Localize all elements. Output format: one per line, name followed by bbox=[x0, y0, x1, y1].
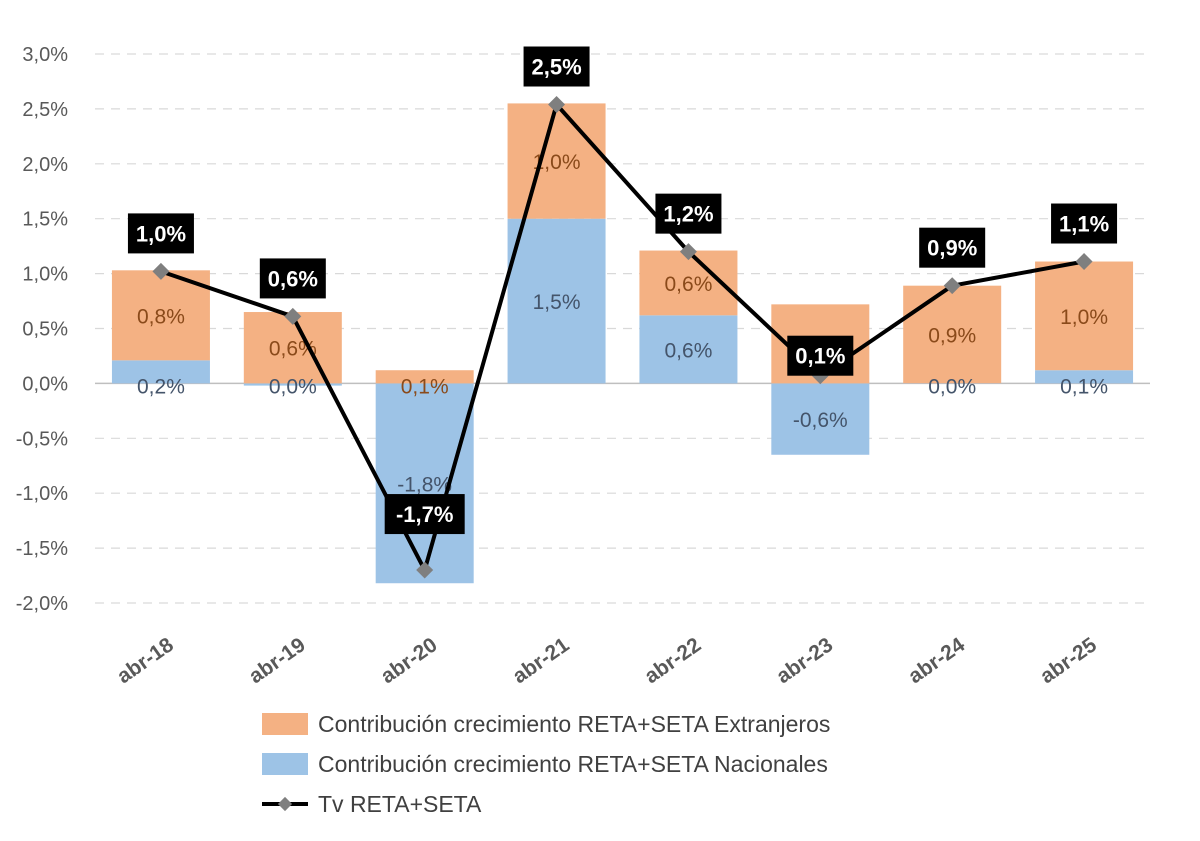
data-label-box-tv bbox=[1051, 203, 1118, 244]
bars bbox=[111, 103, 1134, 584]
data-label-tv: 0,9% bbox=[927, 236, 977, 261]
bar-nacionales bbox=[243, 383, 342, 386]
x-tick-label: abr-22 bbox=[640, 633, 705, 688]
data-label-box-tv bbox=[655, 193, 722, 234]
data-label-extranjeros: 1,0% bbox=[1060, 306, 1108, 329]
total-line-labels: 1,0% 0,6% -1,7% 2,5% 1,2% 0,1% 0,9% 1,1% bbox=[127, 46, 1118, 535]
y-tick-label: 3,0% bbox=[22, 44, 68, 66]
x-tick-label: abr-18 bbox=[113, 633, 178, 688]
line-marker bbox=[416, 561, 434, 579]
line-marker bbox=[152, 262, 170, 280]
y-tick-label: 1,0% bbox=[22, 264, 68, 286]
legend-label-tv: Tv RETA+SETA bbox=[318, 790, 482, 817]
bar-labels: 0,2% 0,8% 0,0% 0,6% -1,8% 0,1% 1,5% 1,0% 0,6% 0,6… bbox=[137, 151, 1108, 496]
y-tick-label: 1,5% bbox=[22, 209, 68, 231]
data-label-tv: 1,0% bbox=[136, 221, 186, 246]
y-tick-label: 2,5% bbox=[22, 99, 68, 121]
line-marker bbox=[284, 307, 302, 325]
line-marker bbox=[548, 96, 566, 113]
legend-swatch-nacionales bbox=[262, 753, 308, 775]
data-label-extranjeros: 1,0% bbox=[533, 151, 581, 174]
data-label-tv: 2,5% bbox=[531, 55, 581, 80]
legend-label-extranjeros: Contribución crecimiento RETA+SETA Extra… bbox=[318, 710, 831, 737]
data-label-box-tv bbox=[259, 258, 326, 299]
x-tick-label: abr-24 bbox=[904, 633, 969, 688]
data-label-nacionales: 1,5% bbox=[533, 291, 581, 314]
data-label-extranjeros: 0,6% bbox=[665, 273, 713, 296]
y-tick-label: 0,0% bbox=[22, 373, 68, 395]
data-label-box-tv bbox=[787, 335, 854, 376]
y-tick-label: -2,0% bbox=[16, 593, 68, 615]
data-label-nacionales: -1,8% bbox=[397, 473, 452, 496]
data-label-tv: 0,1% bbox=[795, 344, 845, 369]
data-label-nacionales: 0,1% bbox=[1060, 375, 1108, 398]
bar-nacionales bbox=[507, 218, 606, 384]
legend-swatch-tv bbox=[262, 796, 308, 812]
bar-extranjeros bbox=[903, 285, 1002, 384]
total-line bbox=[152, 96, 1093, 579]
bar-extranjeros bbox=[1035, 261, 1134, 371]
bar-nacionales bbox=[771, 383, 870, 455]
x-tick-label: abr-23 bbox=[772, 633, 837, 688]
data-label-nacionales: 0,6% bbox=[665, 339, 713, 362]
data-label-tv: 1,2% bbox=[663, 202, 713, 227]
line-tv-reta-seta bbox=[160, 102, 1085, 573]
legend-label-nacionales: Contribución crecimiento RETA+SETA Nacio… bbox=[318, 750, 828, 777]
y-tick-label: -1,0% bbox=[16, 483, 68, 505]
data-label-box-tv bbox=[919, 227, 986, 268]
data-label-box-tv bbox=[127, 213, 194, 254]
data-label-extranjeros: 0,8% bbox=[137, 305, 185, 328]
bar-extranjeros bbox=[507, 103, 606, 219]
bar-nacionales bbox=[1035, 370, 1134, 384]
legend: Contribución crecimiento RETA+SETA Extra… bbox=[262, 704, 830, 824]
data-label-nacionales: 0,2% bbox=[137, 375, 185, 398]
data-label-nacionales: 0,0% bbox=[928, 375, 976, 398]
data-label-extranjeros: 0,1% bbox=[401, 375, 449, 398]
line-marker bbox=[943, 277, 961, 295]
legend-item-extranjeros: Contribución crecimiento RETA+SETA Extra… bbox=[262, 704, 830, 744]
data-label-tv: 0,6% bbox=[268, 266, 318, 291]
bar-nacionales bbox=[375, 383, 474, 584]
x-axis: abr-18 abr-19 abr-20 abr-21 abr-22 abr-23 abr-… bbox=[113, 633, 1101, 688]
legend-swatch-extranjeros bbox=[262, 713, 308, 735]
data-label-nacionales: -0,6% bbox=[793, 409, 848, 432]
y-tick-label: -1,5% bbox=[16, 538, 68, 560]
legend-item-nacionales: Contribución crecimiento RETA+SETA Nacio… bbox=[262, 744, 830, 784]
bar-nacionales bbox=[903, 383, 1002, 384]
bar-nacionales bbox=[111, 360, 210, 384]
y-tick-label: 2,0% bbox=[22, 154, 68, 176]
x-tick-label: abr-20 bbox=[377, 633, 442, 688]
bar-extranjeros bbox=[111, 270, 210, 361]
data-label-box-tv bbox=[384, 494, 465, 535]
data-label-nacionales: 0,0% bbox=[269, 375, 317, 398]
chart-area: 3,0% 2,5% 2,0% 1,5% 1,0% 0,5% 0,0% -0,5% -1,0% -1… bbox=[16, 44, 1150, 688]
bar-extranjeros bbox=[375, 370, 474, 384]
data-label-tv: 1,1% bbox=[1059, 212, 1109, 237]
y-axis: 3,0% 2,5% 2,0% 1,5% 1,0% 0,5% 0,0% -0,5% -1,0% -1… bbox=[16, 44, 68, 615]
x-tick-label: abr-21 bbox=[509, 633, 574, 688]
legend-item-tv: Tv RETA+SETA bbox=[262, 784, 830, 824]
line-marker bbox=[679, 243, 697, 261]
x-tick-label: abr-25 bbox=[1036, 633, 1101, 688]
data-label-box-tv bbox=[523, 46, 590, 87]
data-label-extranjeros: 0,9% bbox=[928, 325, 976, 348]
x-tick-label: abr-19 bbox=[245, 633, 310, 688]
y-tick-label: 0,5% bbox=[22, 319, 68, 341]
data-label-tv: -1,7% bbox=[396, 502, 453, 527]
y-tick-label: -0,5% bbox=[16, 428, 68, 450]
bar-nacionales bbox=[639, 315, 738, 384]
